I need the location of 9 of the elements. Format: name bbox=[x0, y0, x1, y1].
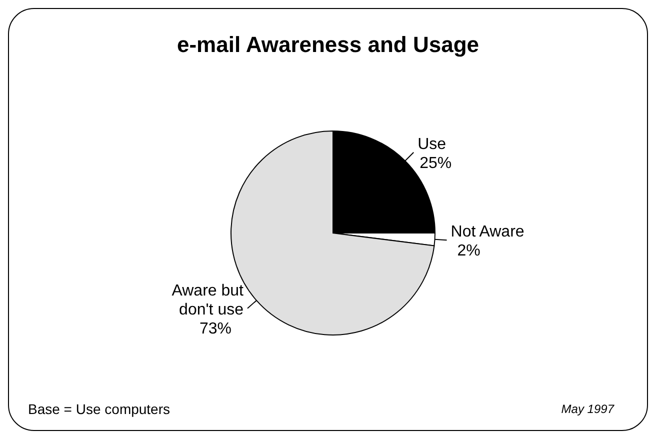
text: May 1997 bbox=[561, 402, 614, 416]
chart-title: e-mail Awareness and Usage bbox=[176, 32, 480, 58]
data-label: 25% bbox=[420, 154, 452, 172]
slice-label: Not Aware bbox=[450, 224, 524, 241]
slice-label: Use bbox=[418, 136, 446, 153]
text: Base = Use computers bbox=[28, 401, 170, 417]
data-label: 2% bbox=[457, 242, 480, 260]
slice-label: Aware but don't use bbox=[172, 282, 244, 318]
data-label: 73% bbox=[199, 320, 232, 338]
